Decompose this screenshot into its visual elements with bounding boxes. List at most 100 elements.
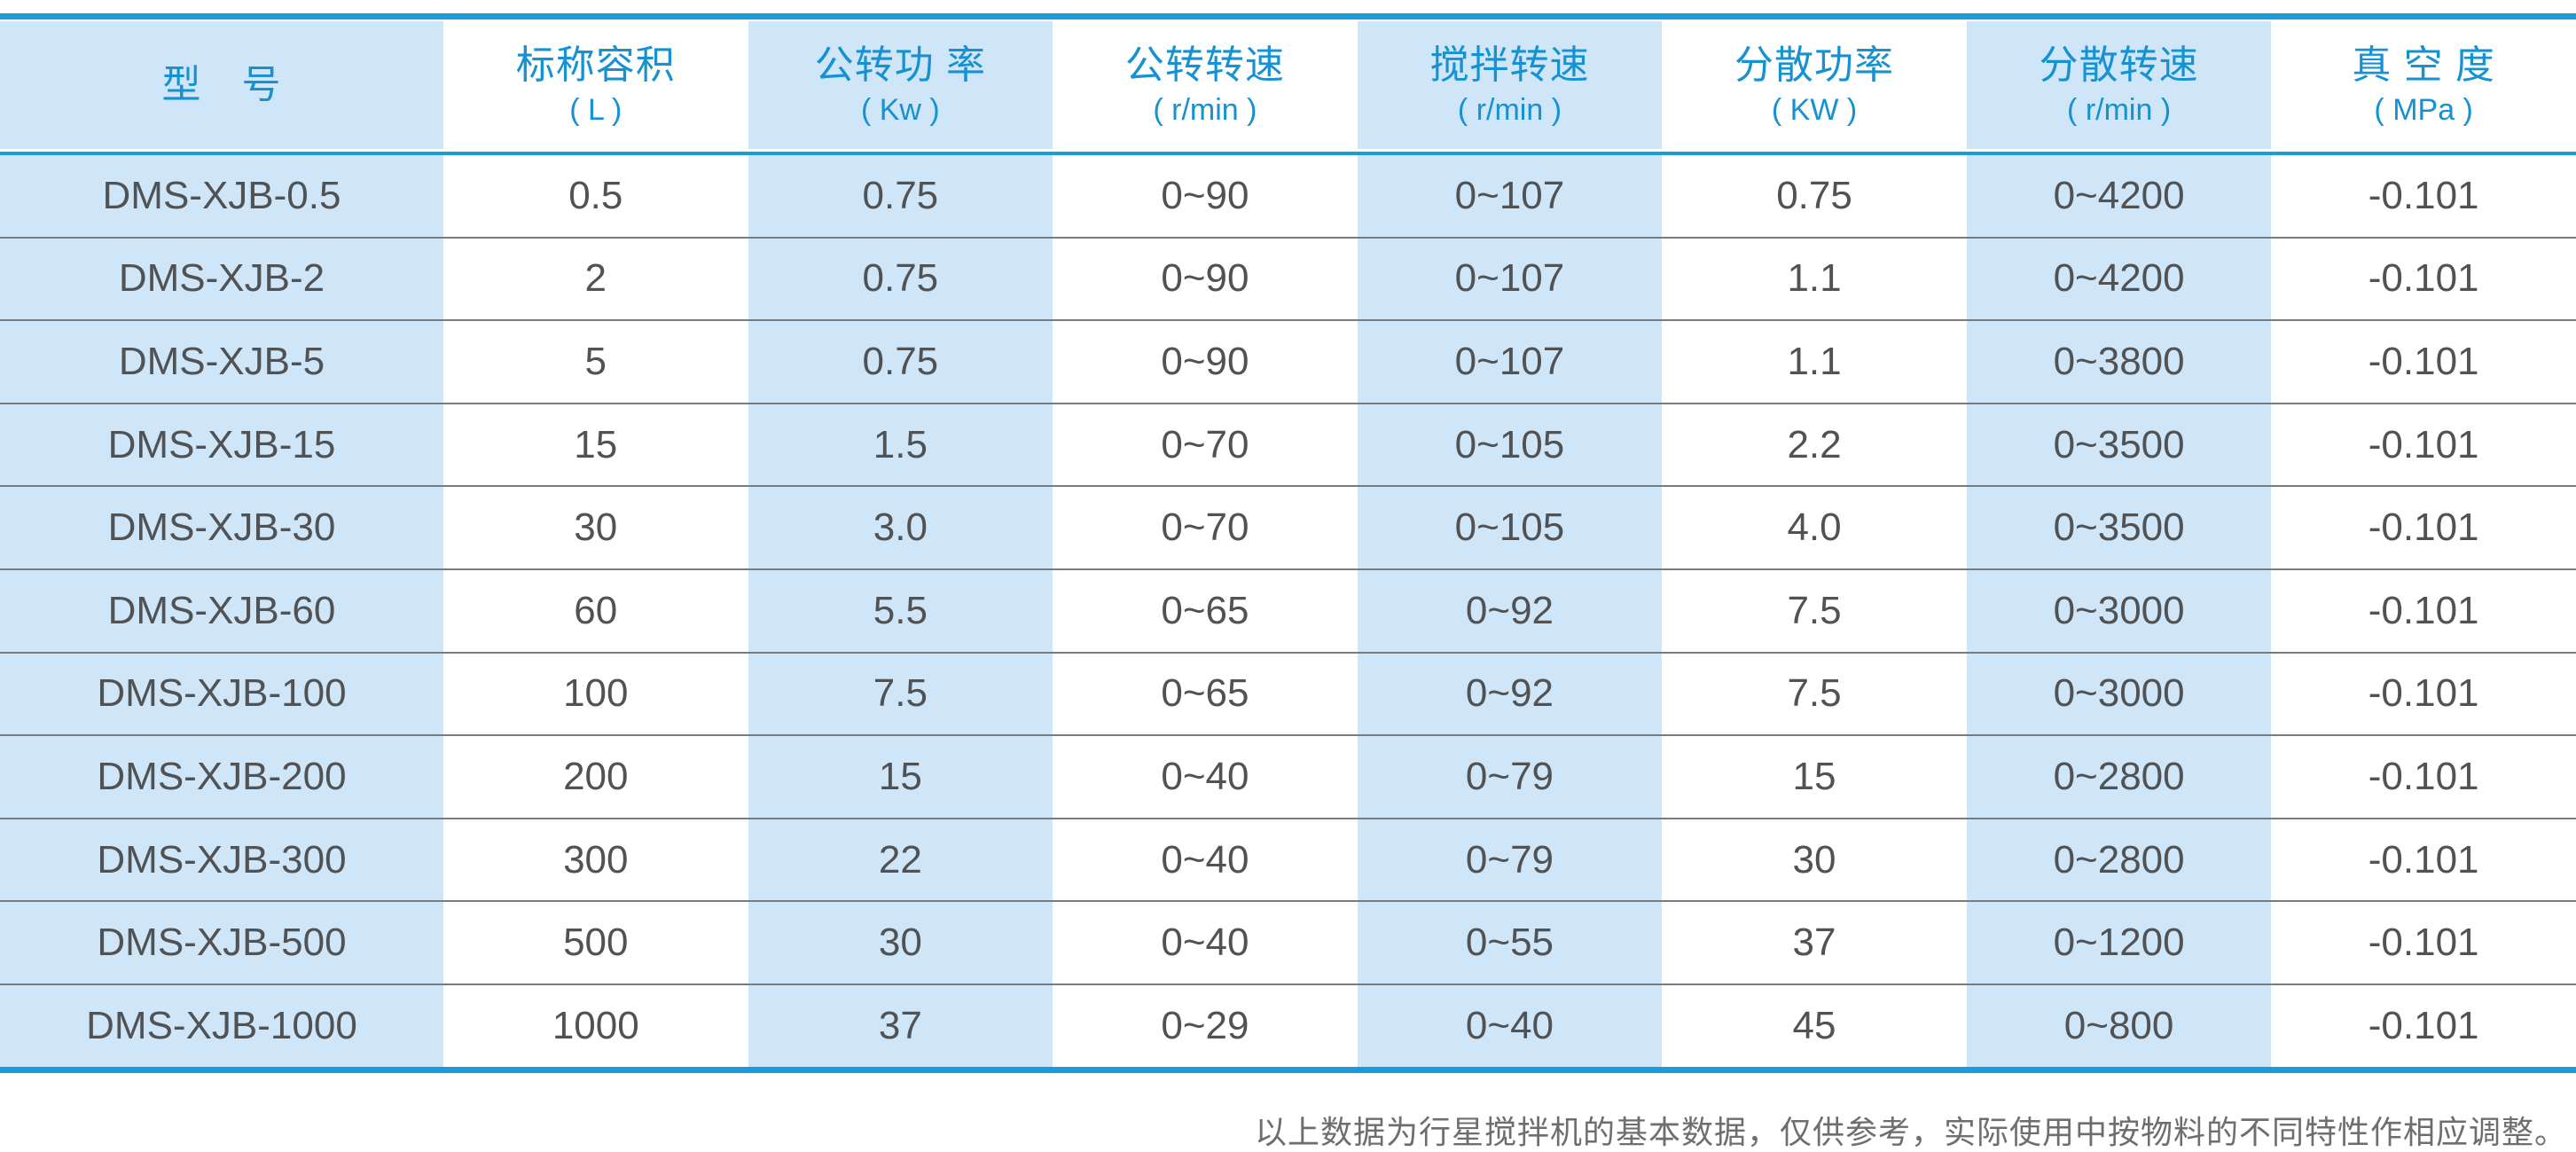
header-cell-model: 型 号 [0,21,443,149]
cell-dispersion-power: 7.5 [1787,671,1842,716]
cell-vacuum: -0.101 [2368,505,2479,550]
cell-revolution-speed: 0~40 [1161,837,1249,882]
column-unit: ( r/min ) [1153,92,1257,127]
cell-stir-speed: 0~92 [1357,569,1663,652]
column-unit: ( r/min ) [1457,92,1562,127]
cell-dispersion-speed: 0~4200 [1966,238,2272,320]
cell-dispersion-power: 37 [1792,921,1836,965]
cell-vacuum: -0.101 [2368,671,2479,716]
cell-dispersion-power: 0.75 [1776,173,1852,217]
cell-revolution-power: 0.75 [748,238,1053,320]
column-title: 分散功率 [1734,43,1895,87]
cell-revolution-power: 7.5 [748,653,1053,735]
table-row: DMS-XJB-100 100 7.5 0~65 0~92 7.5 0~3000… [0,651,2576,735]
header-cell-stir-speed: 搅拌转速 ( r/min ) [1357,21,1663,149]
cell-dispersion-speed: 0~3500 [1966,404,2272,486]
cell-revolution-speed: 0~70 [1161,505,1249,550]
cell-capacity: 100 [563,671,629,716]
cell-capacity: 300 [563,837,629,882]
column-unit: ( MPa ) [2374,92,2473,127]
cell-dispersion-power: 30 [1792,837,1836,882]
cell-capacity: 30 [574,505,618,550]
cell-stir-speed: 0~107 [1357,321,1663,403]
cell-vacuum: -0.101 [2368,256,2479,301]
header-cell-vacuum: 真 空 度 ( MPa ) [2271,21,2576,149]
cell-stir-speed: 0~92 [1357,653,1663,735]
cell-capacity: 500 [563,921,629,965]
column-title: 标称容积 [515,43,676,87]
cell-stir-speed: 0~40 [1357,984,1663,1067]
header-cell-dispersion-power: 分散功率 ( KW ) [1662,21,1967,149]
cell-dispersion-power: 4.0 [1787,505,1842,550]
cell-stir-speed: 0~79 [1357,819,1663,901]
cell-vacuum: -0.101 [2368,339,2479,383]
cell-vacuum: -0.101 [2368,921,2479,965]
cell-capacity: 60 [574,588,618,632]
cell-dispersion-speed: 0~2800 [1966,819,2272,901]
cell-stir-speed: 0~107 [1357,238,1663,320]
cell-model: DMS-XJB-60 [0,569,443,652]
cell-model: DMS-XJB-100 [0,653,443,735]
header-row: 型 号 标称容积 ( L ) 公转功 率 ( Kw ) 公转转速 ( r/min… [0,21,2576,149]
cell-dispersion-speed: 0~3800 [1966,321,2272,403]
cell-capacity: 0.5 [568,173,623,217]
table-row: DMS-XJB-2 2 0.75 0~90 0~107 1.1 0~4200 -… [0,236,2576,320]
cell-capacity: 5 [584,339,607,383]
cell-model: DMS-XJB-300 [0,819,443,901]
cell-revolution-speed: 0~65 [1161,671,1249,716]
cell-stir-speed: 0~105 [1357,487,1663,568]
cell-capacity: 1000 [552,1003,639,1047]
column-title: 公转转速 [1124,43,1285,87]
cell-revolution-speed: 0~40 [1161,754,1249,798]
column-title: 真 空 度 [2352,43,2495,87]
cell-revolution-power: 5.5 [748,569,1053,652]
header-cell-revolution-speed: 公转转速 ( r/min ) [1053,21,1358,149]
cell-vacuum: -0.101 [2368,173,2479,217]
cell-capacity: 2 [584,256,607,301]
cell-dispersion-power: 2.2 [1787,422,1842,466]
cell-model: DMS-XJB-30 [0,487,443,568]
cell-model: DMS-XJB-5 [0,321,443,403]
header-cell-capacity: 标称容积 ( L ) [443,21,748,149]
cell-revolution-speed: 0~65 [1161,588,1249,632]
cell-vacuum: -0.101 [2368,837,2479,882]
cell-model: DMS-XJB-2 [0,238,443,320]
column-title: 公转功 率 [814,43,986,87]
table-row: DMS-XJB-500 500 30 0~40 0~55 37 0~1200 -… [0,900,2576,984]
header-cell-dispersion-speed: 分散转速 ( r/min ) [1966,21,2272,149]
cell-revolution-speed: 0~90 [1161,339,1249,383]
cell-model: DMS-XJB-200 [0,736,443,818]
column-unit: ( L ) [569,92,622,127]
top-border-gap [0,20,2576,21]
cell-dispersion-speed: 0~3000 [1966,569,2272,652]
header-separator-gap [0,149,2576,152]
cell-revolution-speed: 0~90 [1161,256,1249,301]
cell-stir-speed: 0~79 [1357,736,1663,818]
cell-dispersion-power: 1.1 [1787,256,1842,301]
cell-dispersion-speed: 0~4200 [1966,155,2272,237]
cell-model: DMS-XJB-1000 [0,984,443,1067]
cell-revolution-power: 3.0 [748,487,1053,568]
cell-dispersion-speed: 0~3500 [1966,487,2272,568]
cell-revolution-power: 0.75 [748,321,1053,403]
cell-stir-speed: 0~105 [1357,404,1663,486]
table-body: DMS-XJB-0.5 0.5 0.75 0~90 0~107 0.75 0~4… [0,155,2576,1067]
header-separator-line [0,152,2576,155]
table-row: DMS-XJB-60 60 5.5 0~65 0~92 7.5 0~3000 -… [0,568,2576,652]
cell-stir-speed: 0~55 [1357,902,1663,984]
cell-dispersion-speed: 0~3000 [1966,653,2272,735]
footer-note: 以上数据为行星搅拌机的基本数据，仅供参考，实际使用中按物料的不同特性作相应调整。 [1254,1114,2567,1151]
table-row: DMS-XJB-300 300 22 0~40 0~79 30 0~2800 -… [0,817,2576,901]
cell-dispersion-power: 15 [1792,754,1836,798]
cell-dispersion-power: 45 [1792,1003,1836,1047]
cell-capacity: 200 [563,754,629,798]
cell-dispersion-power: 7.5 [1787,588,1842,632]
cell-revolution-speed: 0~70 [1161,422,1249,466]
table-row: DMS-XJB-15 15 1.5 0~70 0~105 2.2 0~3500 … [0,402,2576,486]
cell-revolution-power: 15 [748,736,1053,818]
cell-revolution-speed: 0~90 [1161,173,1249,217]
cell-model: DMS-XJB-500 [0,902,443,984]
column-unit: ( KW ) [1771,92,1858,127]
table-row: DMS-XJB-1000 1000 37 0~29 0~40 45 0~800 … [0,983,2576,1067]
table-row: DMS-XJB-30 30 3.0 0~70 0~105 4.0 0~3500 … [0,485,2576,568]
